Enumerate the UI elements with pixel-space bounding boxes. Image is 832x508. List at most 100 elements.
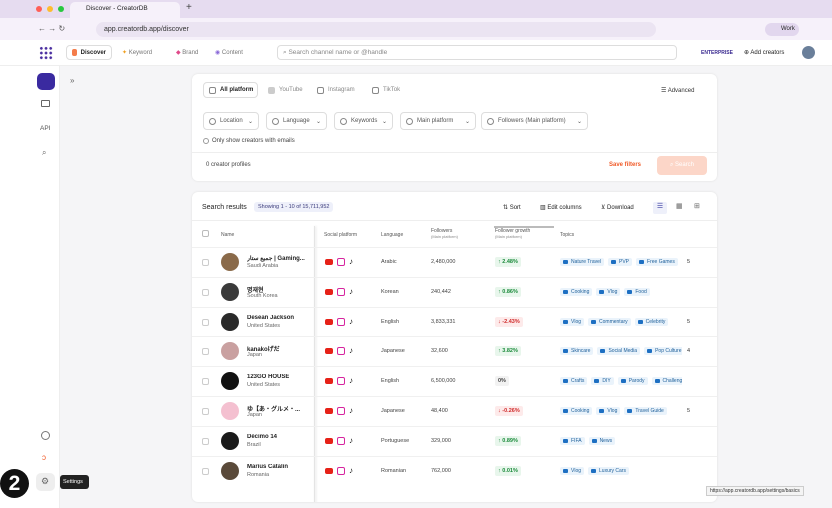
zoom-button[interactable] — [58, 6, 64, 12]
divider — [192, 152, 717, 153]
save-filters[interactable]: Save filters — [609, 162, 642, 168]
topic-chip[interactable]: Commentary — [588, 317, 631, 326]
topic-chip[interactable]: Pop Culture — [644, 347, 682, 356]
topic-chip[interactable]: Vlog — [596, 407, 621, 415]
sidebar-folder[interactable] — [41, 100, 50, 107]
topic-chip[interactable]: DIY — [591, 377, 614, 386]
creator-name[interactable]: ゆ【あ・グルメ・... — [247, 407, 301, 413]
updates-icon[interactable]: ↄ — [42, 453, 46, 462]
grid-view[interactable]: ⊞ — [694, 203, 700, 210]
filter-dropdown[interactable]: Keywords ⌄ — [334, 112, 393, 130]
settings-button[interactable] — [36, 473, 55, 491]
add-creators[interactable]: ⊕ Add creators — [744, 50, 785, 56]
topic-chip[interactable]: Parody — [617, 377, 648, 386]
topic-chip[interactable]: Vlog — [560, 317, 585, 326]
sidebar-search[interactable]: ⌕ — [42, 148, 47, 157]
topic-chip[interactable]: Luxury Cars — [588, 466, 629, 475]
row-checkbox[interactable] — [202, 408, 209, 415]
results-card: Search results Showing 1 - 10 of 15,711,9… — [192, 192, 717, 502]
nav-buttons[interactable]: ← → ↻ — [38, 24, 66, 33]
row-checkbox[interactable] — [202, 259, 209, 266]
creator-name[interactable]: جميع ستار | Gaming... — [247, 256, 305, 262]
new-tab[interactable]: + — [186, 2, 192, 13]
creator-name[interactable]: 명재현 — [247, 287, 264, 294]
topic-chip[interactable]: Free Games — [636, 258, 678, 266]
topic-chip[interactable]: Vlog — [560, 466, 585, 475]
filter-dropdown[interactable]: Followers (Main platform) ⌄ — [481, 112, 588, 130]
row-checkbox[interactable] — [202, 437, 209, 445]
creator-name[interactable]: kanakoげだ — [247, 347, 280, 354]
platform-tab[interactable]: TikTok — [372, 82, 404, 98]
nav-keyword[interactable]: ✦ Keyword — [122, 50, 153, 56]
row-checkbox[interactable] — [202, 288, 209, 296]
topic-chip[interactable]: Food — [624, 287, 650, 296]
header-checkbox[interactable] — [202, 230, 209, 237]
edit-columns-button[interactable]: ▥ Edit columns — [540, 205, 582, 211]
list-view[interactable]: ☰ — [653, 202, 667, 214]
topic-label: Vlog — [571, 318, 582, 325]
topic-chip[interactable]: Travel Guide — [624, 407, 667, 415]
tiktok-icon: ♪ — [349, 435, 353, 445]
sidebar-api[interactable]: API — [40, 125, 51, 132]
platform-tab[interactable]: Instagram — [317, 82, 363, 98]
youtube-icon — [325, 467, 333, 474]
sort-button[interactable]: ⇅ Sort — [503, 205, 521, 211]
creator-name[interactable]: 123GO HOUSE — [247, 374, 290, 381]
nav-discover[interactable]: Discover — [66, 45, 112, 60]
advanced-button[interactable]: ☰ Advanced — [661, 88, 695, 94]
growth-value: 2.48% — [502, 259, 518, 265]
help-icon[interactable] — [41, 431, 50, 440]
creator-name[interactable]: Desean Jackson — [247, 314, 295, 321]
topic-chip[interactable]: Nature Travel — [560, 258, 605, 266]
topic-chip[interactable]: Cooking — [560, 287, 593, 296]
row-checkbox[interactable] — [202, 318, 209, 326]
row-checkbox[interactable] — [202, 348, 209, 356]
minimize-button[interactable] — [47, 6, 53, 12]
table-view[interactable]: ▦ — [676, 203, 683, 210]
filter-dropdown[interactable]: Language ⌄ — [266, 112, 327, 130]
user-avatar[interactable] — [802, 46, 815, 59]
topic-chip[interactable]: News — [588, 436, 616, 445]
creator-name[interactable]: Décimo 14 — [247, 433, 278, 440]
filter-dropdown[interactable]: Main platform ⌄ — [400, 112, 476, 130]
topic-chip[interactable]: Challenges — [651, 377, 682, 386]
instagram-icon — [337, 317, 345, 326]
topic-chip[interactable]: Cooking — [560, 407, 593, 415]
profile-pill[interactable] — [765, 23, 799, 36]
nav-content[interactable]: ◉ Content — [215, 50, 243, 56]
download-button[interactable]: ⊻ Download — [601, 205, 634, 211]
logo[interactable] — [39, 46, 53, 60]
topic-chip[interactable]: Crafts — [560, 377, 588, 386]
avatar — [221, 372, 239, 391]
creator-name[interactable]: Marius Catalin — [247, 463, 289, 470]
topic-chip[interactable]: FIFA — [560, 436, 585, 445]
tab[interactable] — [70, 2, 180, 18]
topic-chip[interactable]: Skincare — [560, 347, 594, 356]
row-divider — [192, 366, 717, 368]
nav-brand[interactable]: ◆ Brand — [176, 50, 199, 56]
expand-sidebar[interactable]: » — [70, 76, 75, 85]
topic-label: Vlog — [571, 467, 582, 474]
platform-tab[interactable]: All platform — [203, 82, 258, 98]
topics: Vlog Commentary Celebrity — [560, 317, 682, 327]
column-header: Follower growth — [495, 228, 531, 234]
trend-arrow: ↑ — [498, 467, 503, 474]
close-button[interactable] — [36, 6, 42, 12]
topic-chip[interactable]: Celebrity — [634, 317, 669, 326]
sidebar-discover[interactable] — [37, 73, 55, 90]
email-checkbox[interactable] — [203, 138, 209, 144]
youtube-icon — [325, 437, 333, 444]
topic-chip[interactable]: Vlog — [596, 287, 621, 296]
avatar — [221, 253, 239, 271]
url-box[interactable] — [96, 22, 656, 37]
growth-badge: ↓ -2.43% — [495, 316, 523, 327]
platform-tab[interactable]: YouTube — [268, 82, 310, 98]
search-button[interactable]: ⌕ Search — [657, 156, 707, 175]
row-checkbox[interactable] — [202, 467, 209, 475]
topic-chip[interactable]: PVP — [608, 258, 633, 266]
filter-dropdown[interactable]: Location ⌄ — [203, 112, 259, 130]
topic-chip[interactable]: Social Media — [597, 347, 641, 356]
column-header: Topics — [560, 232, 575, 238]
search-box[interactable]: ⌕ Search channel name or @handle — [277, 45, 677, 60]
row-checkbox[interactable] — [202, 378, 209, 386]
